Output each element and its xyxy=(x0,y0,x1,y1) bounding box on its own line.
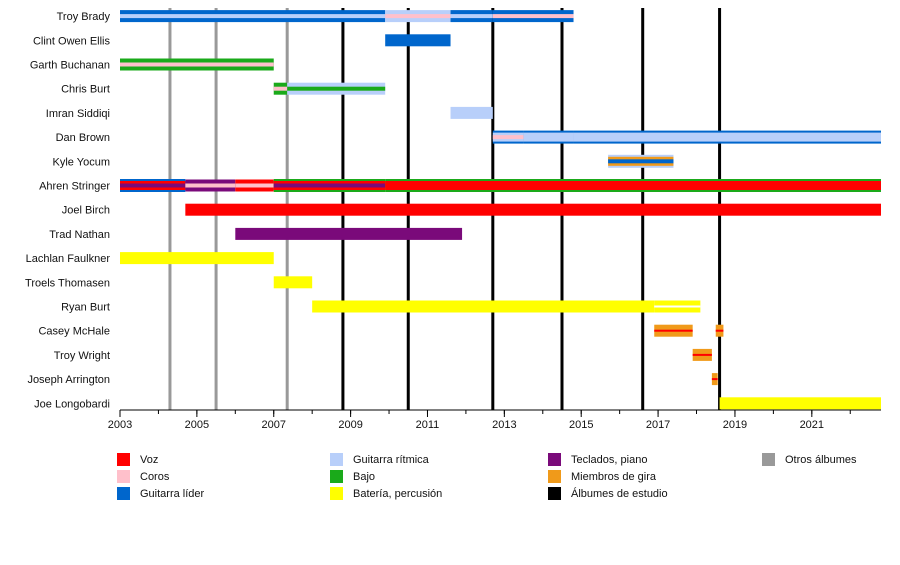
bar-9-0 xyxy=(235,227,463,240)
bar-stripe-7-1 xyxy=(185,183,236,188)
x-tick-label-2005: 2005 xyxy=(185,419,209,431)
x-tick-label-2013: 2013 xyxy=(492,419,516,431)
member-label-2: Garth Buchanan xyxy=(30,60,110,72)
bar-stripe-0-2 xyxy=(450,14,493,19)
bar-stripe-5-0 xyxy=(492,135,524,140)
bar-stripe-12-1 xyxy=(654,305,701,308)
member-label-5: Dan Brown xyxy=(56,132,110,144)
member-label-10: Lachlan Faulkner xyxy=(26,253,111,265)
bar-10-0 xyxy=(120,252,274,265)
bar-stripe-13-0 xyxy=(654,329,693,332)
bar-stripe-7-4 xyxy=(385,183,881,188)
bar-stripe-0-1 xyxy=(385,14,451,19)
bar-4-0 xyxy=(450,106,493,119)
bar-11-0 xyxy=(273,276,313,289)
bar-5-1 xyxy=(523,132,574,142)
member-label-13: Casey McHale xyxy=(38,326,110,338)
x-tick-label-2021: 2021 xyxy=(800,419,824,431)
member-label-8: Joel Birch xyxy=(62,205,110,217)
member-label-15: Joseph Arrington xyxy=(27,374,110,386)
bar-stripe-14-0 xyxy=(692,353,712,356)
member-label-14: Troy Wright xyxy=(54,350,110,362)
bar-5-2 xyxy=(573,132,881,142)
member-label-0: Troy Brady xyxy=(57,11,111,23)
member-label-4: Imran Siddiqi xyxy=(46,108,110,120)
member-label-1: Clint Owen Ellis xyxy=(33,35,111,47)
x-tick-label-2003: 2003 xyxy=(108,419,132,431)
x-tick-label-2009: 2009 xyxy=(338,419,362,431)
bar-stripe-3-1 xyxy=(287,86,386,91)
bar-16-0 xyxy=(719,397,881,410)
x-tick-label-2011: 2011 xyxy=(416,419,440,431)
member-label-6: Kyle Yocum xyxy=(53,156,110,168)
x-tick-label-2015: 2015 xyxy=(569,419,593,431)
x-tick-label-2019: 2019 xyxy=(723,419,747,431)
bar-stripe-3-0 xyxy=(273,86,288,91)
member-label-9: Trad Nathan xyxy=(49,229,110,241)
bar-stripe-7-2 xyxy=(235,183,274,188)
member-label-16: Joe Longobardi xyxy=(34,398,110,410)
bar-stripe-7-3 xyxy=(273,183,386,188)
bar-stripe-7-0 xyxy=(120,183,186,188)
bar-stripe-15-0 xyxy=(711,378,718,381)
x-tick-label-2007: 2007 xyxy=(261,419,285,431)
member-label-3: Chris Burt xyxy=(61,84,110,96)
member-label-11: Troels Thomasen xyxy=(25,277,110,289)
bar-8-0 xyxy=(185,203,881,216)
bar-stripe-6-0 xyxy=(608,159,674,164)
bar-stripe-0-0 xyxy=(120,14,386,19)
bar-1-0 xyxy=(385,34,451,47)
x-tick-label-2017: 2017 xyxy=(646,419,670,431)
member-label-12: Ryan Burt xyxy=(61,302,110,314)
bar-stripe-0-3 xyxy=(492,14,574,19)
bar-12-0 xyxy=(312,300,655,313)
bar-stripe-13-1 xyxy=(715,329,724,332)
member-label-7: Ahren Stringer xyxy=(39,181,110,193)
bar-stripe-2-0 xyxy=(120,62,274,67)
